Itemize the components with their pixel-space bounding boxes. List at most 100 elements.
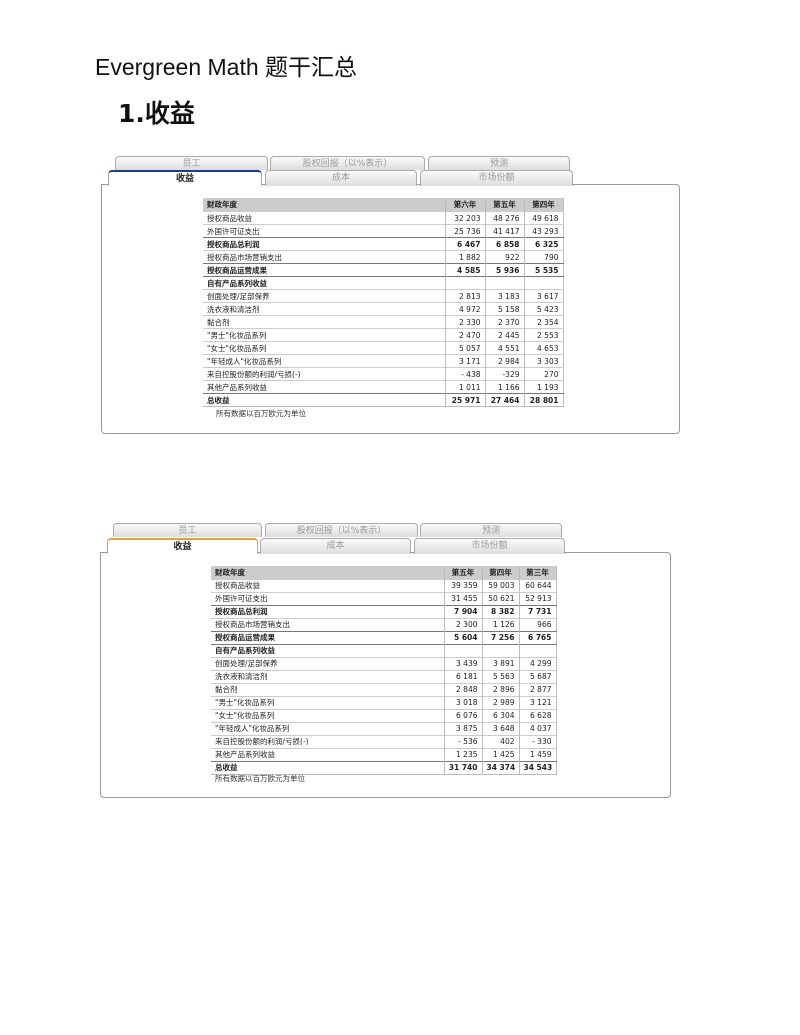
tab-5[interactable]: 市场份额: [414, 538, 565, 554]
table-row: 自有产品系列收益: [211, 643, 556, 658]
row-label: "年轻成人"化妆品系列: [211, 721, 444, 736]
header-cell: 第六年: [444, 198, 485, 212]
tab-revenue-active[interactable]: 收益: [108, 170, 262, 186]
value-cell: 3 617: [523, 289, 563, 303]
value-cell: 5 535: [523, 263, 563, 277]
row-label: 外国许可证支出: [211, 591, 444, 606]
value-cell: 966: [518, 617, 556, 632]
row-label: 总收益: [211, 760, 444, 775]
tab-5[interactable]: 市场份额: [420, 170, 573, 186]
value-cell: 2 984: [484, 354, 524, 368]
value-cell: 6 467: [444, 237, 485, 251]
value-cell: 5 057: [444, 341, 485, 355]
value-cell: 8 382: [481, 604, 519, 619]
value-cell: 31 455: [443, 591, 482, 606]
row-label: "女士"化妆品系列: [203, 341, 445, 355]
table-row: 外国许可证支出 25 736 41 417 43 293: [203, 224, 563, 238]
row-label: 洗衣液和清洁剂: [211, 669, 444, 684]
row-label: 外国许可证支出: [203, 224, 445, 238]
value-cell: 6 628: [518, 708, 556, 723]
table-row: 黏合剂 2 848 2 896 2 877: [211, 682, 556, 697]
table-row: 授权商品运营成果 5 604 7 256 6 765: [211, 630, 556, 645]
row-label: 授权商品收益: [211, 578, 444, 593]
value-cell: 25 971: [444, 393, 485, 407]
table-row: "男士"化妆品系列 2 470 2 445 2 553: [203, 328, 563, 342]
tab-revenue-active[interactable]: 收益: [107, 538, 258, 554]
tab-4[interactable]: 成本: [260, 538, 411, 554]
value-cell: 2 330: [444, 315, 485, 329]
table-row: 总收益 25 971 27 464 28 801: [203, 393, 563, 407]
value-cell: 1 235: [443, 747, 482, 762]
row-label: 黏合剂: [203, 315, 445, 329]
value-cell: [484, 276, 524, 290]
value-cell: - 330: [518, 734, 556, 749]
tab-4[interactable]: 成本: [265, 170, 417, 186]
table-row: 创面处理/足部保养 3 439 3 891 4 299: [211, 656, 556, 671]
value-cell: 5 936: [484, 263, 524, 277]
table-header-row: 财政年度 第五年 第四年 第三年: [211, 566, 556, 580]
value-cell: 922: [484, 250, 524, 264]
table-row: 授权商品总利润 7 904 8 382 7 731: [211, 604, 556, 619]
document-title: Evergreen Math 题干汇总: [95, 54, 358, 80]
tab-2[interactable]: 预测: [420, 523, 562, 537]
value-cell: 39 359: [443, 578, 482, 593]
table-row: 来自控股份额的利润/亏损(-) - 438 -329 270: [203, 367, 563, 381]
value-cell: 25 736: [444, 224, 485, 238]
table-row: 外国许可证支出 31 455 50 621 52 913: [211, 591, 556, 606]
table-row: 来自控股份额的利润/亏损(-) - 536 402- 330: [211, 734, 556, 749]
value-cell: 2 553: [523, 328, 563, 342]
table-row: "年轻成人"化妆品系列 3 171 2 984 3 303: [203, 354, 563, 368]
value-cell: 6 304: [481, 708, 519, 723]
table-row: "男士"化妆品系列 3 018 2 989 3 121: [211, 695, 556, 710]
value-cell: 28 801: [523, 393, 563, 407]
table-row: 授权商品市场营销支出 1 882 922 790: [203, 250, 563, 264]
value-cell: 5 604: [443, 630, 482, 645]
value-cell: 6 076: [443, 708, 482, 723]
value-cell: 34 374: [481, 760, 519, 775]
row-label: 自有产品系列收益: [211, 643, 444, 658]
value-cell: 4 972: [444, 302, 485, 316]
value-cell: 1 166: [484, 380, 524, 394]
value-cell: 7 256: [481, 630, 519, 645]
value-cell: 4 653: [523, 341, 563, 355]
value-cell: 4 037: [518, 721, 556, 736]
table-row: "女士"化妆品系列 5 057 4 551 4 653: [203, 341, 563, 355]
value-cell: 48 276: [484, 211, 524, 225]
tab-1[interactable]: 股权回报（以%表示）: [270, 156, 425, 170]
header-cell: 财政年度: [203, 198, 445, 212]
header-cell: 第四年: [523, 198, 563, 212]
value-cell: 270: [523, 367, 563, 381]
tab-1[interactable]: 股权回报（以%表示）: [265, 523, 418, 537]
value-cell: 2 989: [481, 695, 519, 710]
row-label: 授权商品市场营销支出: [211, 617, 444, 632]
table-row: 授权商品市场营销支出 2 300 1 126 966: [211, 617, 556, 632]
value-cell: 1 011: [444, 380, 485, 394]
units-note: 所有数据以百万欧元为单位: [216, 409, 306, 418]
value-cell: 2 370: [484, 315, 524, 329]
value-cell: 2 896: [481, 682, 519, 697]
row-label: 创面处理/足部保养: [203, 289, 445, 303]
value-cell: 4 299: [518, 656, 556, 671]
value-cell: 60 644: [518, 578, 556, 593]
table-row: "女士"化妆品系列 6 076 6 304 6 628: [211, 708, 556, 723]
tab-0[interactable]: 员工: [113, 523, 262, 537]
value-cell: 1 882: [444, 250, 485, 264]
value-cell: 2 877: [518, 682, 556, 697]
row-label: "男士"化妆品系列: [203, 328, 445, 342]
value-cell: 3 121: [518, 695, 556, 710]
table-row: 授权商品运营成果 4 585 5 936 5 535: [203, 263, 563, 277]
table-row: 授权商品收益 39 359 59 003 60 644: [211, 578, 556, 593]
value-cell: 2 813: [444, 289, 485, 303]
row-label: 创面处理/足部保养: [211, 656, 444, 671]
table-row: 授权商品总利润 6 467 6 858 6 325: [203, 237, 563, 251]
table-row: 总收益 31 740 34 374 34 543: [211, 760, 556, 775]
value-cell: 3 439: [443, 656, 482, 671]
tab-0[interactable]: 员工: [115, 156, 268, 170]
table-row: 创面处理/足部保养 2 813 3 183 3 617: [203, 289, 563, 303]
value-cell: 50 621: [481, 591, 519, 606]
value-cell: 2 300: [443, 617, 482, 632]
row-label: 授权商品市场营销支出: [203, 250, 445, 264]
row-label: "女士"化妆品系列: [211, 708, 444, 723]
tab-2[interactable]: 预测: [428, 156, 570, 170]
